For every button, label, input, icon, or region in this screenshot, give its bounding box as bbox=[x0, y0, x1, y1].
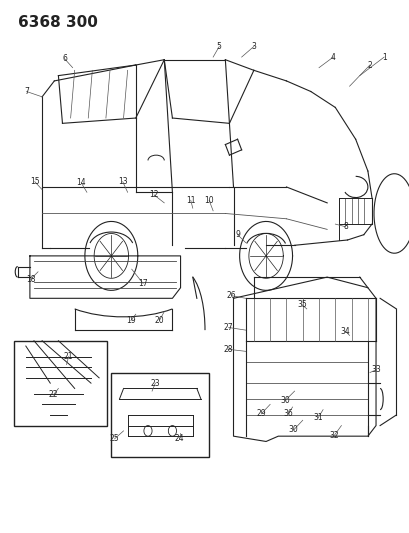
Text: 3: 3 bbox=[251, 42, 256, 51]
Text: 4: 4 bbox=[330, 53, 335, 62]
Text: 5: 5 bbox=[216, 42, 221, 51]
Text: 26: 26 bbox=[226, 291, 236, 300]
Text: 15: 15 bbox=[30, 177, 40, 186]
Text: 12: 12 bbox=[149, 190, 158, 199]
Text: 8: 8 bbox=[342, 222, 347, 231]
Bar bbox=[111, 373, 209, 457]
Text: 14: 14 bbox=[76, 178, 86, 187]
Text: 18: 18 bbox=[26, 274, 35, 284]
Text: 30: 30 bbox=[280, 395, 290, 405]
Text: 10: 10 bbox=[204, 196, 213, 205]
Text: 29: 29 bbox=[256, 409, 265, 418]
Text: 24: 24 bbox=[175, 434, 184, 443]
Text: 7: 7 bbox=[24, 87, 29, 96]
Text: 30: 30 bbox=[288, 425, 298, 434]
Text: 17: 17 bbox=[138, 279, 148, 288]
Text: 23: 23 bbox=[150, 378, 160, 387]
Text: 9: 9 bbox=[235, 230, 239, 239]
Text: 20: 20 bbox=[154, 316, 164, 325]
Text: 13: 13 bbox=[118, 177, 127, 186]
Text: 27: 27 bbox=[223, 323, 233, 332]
Text: 36: 36 bbox=[283, 409, 293, 418]
Bar bbox=[13, 341, 107, 425]
Text: 11: 11 bbox=[186, 196, 195, 205]
Text: 25: 25 bbox=[110, 434, 119, 443]
Text: 28: 28 bbox=[222, 345, 232, 354]
Text: 34: 34 bbox=[340, 327, 350, 336]
Text: 19: 19 bbox=[126, 316, 135, 325]
Text: 33: 33 bbox=[370, 366, 380, 374]
Text: 32: 32 bbox=[329, 431, 339, 440]
Text: 35: 35 bbox=[296, 300, 306, 309]
Text: 6: 6 bbox=[62, 54, 67, 63]
Text: 2: 2 bbox=[366, 61, 371, 69]
Text: 31: 31 bbox=[312, 413, 322, 422]
Text: 22: 22 bbox=[49, 390, 58, 399]
Text: 21: 21 bbox=[64, 352, 73, 361]
Text: 1: 1 bbox=[381, 53, 386, 62]
Text: 6368 300: 6368 300 bbox=[18, 14, 97, 30]
